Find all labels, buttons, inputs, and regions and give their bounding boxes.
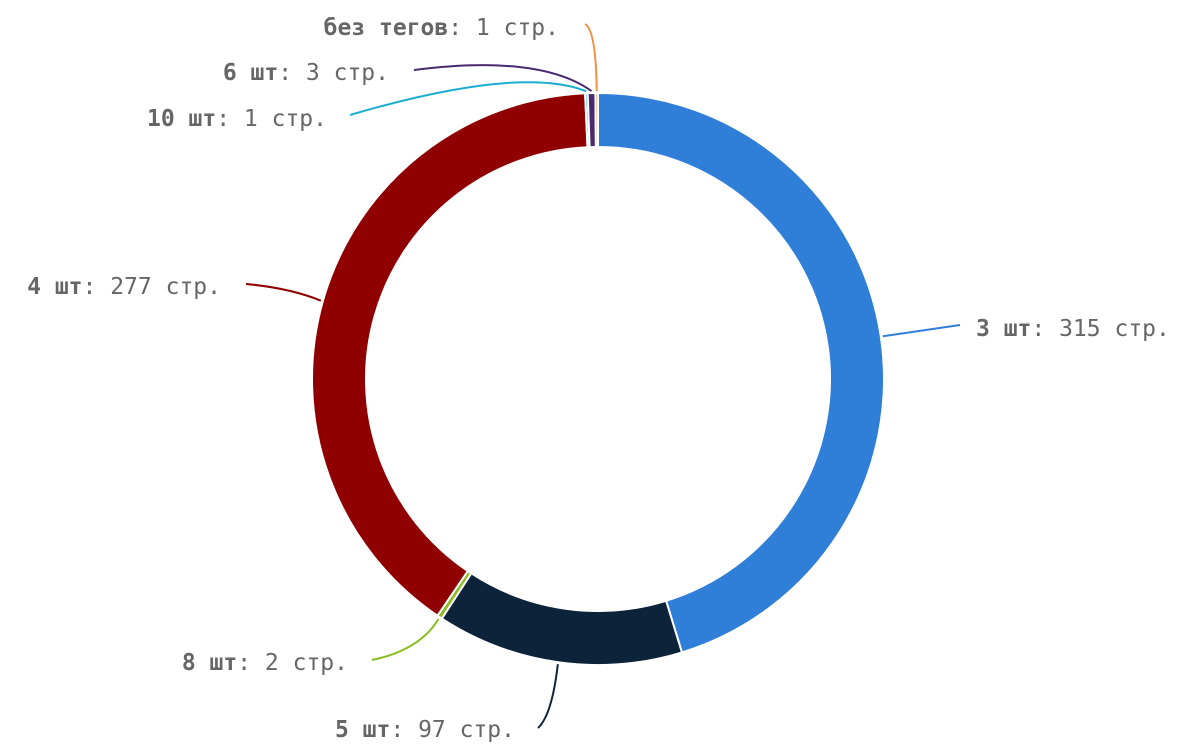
data-label: 5 шт: 97 стр. (335, 717, 515, 743)
slice-3[interactable] (311, 92, 589, 618)
data-label-name: 5 шт (335, 717, 390, 743)
slice-1[interactable] (440, 571, 684, 666)
leader-line (349, 81, 587, 116)
data-label-name: 4 шт (27, 274, 82, 300)
leader-line (537, 664, 559, 729)
data-label: 10 шт: 1 стр. (147, 106, 327, 132)
data-label-value: : 97 стр. (390, 717, 515, 743)
slice-0[interactable] (597, 91, 885, 654)
leader-line (245, 283, 322, 302)
data-label-value: : 3 стр. (278, 60, 389, 86)
data-label: 4 шт: 277 стр. (27, 274, 221, 300)
data-label: 3 шт: 315 стр. (976, 316, 1170, 342)
data-label-value: : 277 стр. (83, 274, 221, 300)
leader-lines (245, 23, 961, 729)
data-label: 6 шт: 3 стр. (223, 60, 389, 86)
leader-line (371, 618, 440, 661)
data-labels: 3 шт: 315 стр. 5 шт: 97 стр. 8 шт: 2 стр. 4… (27, 15, 1170, 743)
data-label-value: : 2 стр. (237, 650, 348, 676)
data-label-name: без тегов (324, 15, 449, 41)
data-label-value: : 1 стр. (216, 106, 327, 132)
slice-6[interactable] (594, 91, 599, 149)
donut-slices (311, 91, 885, 666)
leader-line (882, 324, 961, 338)
data-label: 8 шт: 2 стр. (182, 650, 348, 676)
data-label-name: 3 шт (976, 316, 1031, 342)
data-label-value: : 315 стр. (1031, 316, 1169, 342)
data-label-value: : 1 стр. (448, 15, 559, 41)
leader-line (413, 64, 593, 92)
data-label-name: 8 шт (182, 650, 237, 676)
data-label-name: 6 шт (223, 60, 278, 86)
leader-line (584, 23, 598, 92)
data-label: без тегов: 1 стр. (324, 15, 559, 41)
data-label-name: 10 шт (147, 106, 216, 132)
